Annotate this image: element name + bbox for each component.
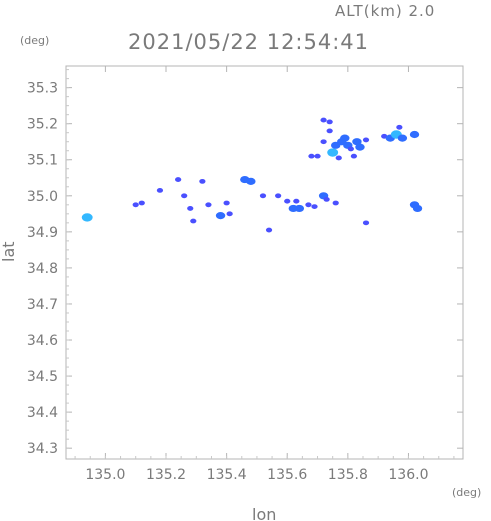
echo-point <box>181 193 188 199</box>
echo-point <box>187 206 194 211</box>
echo-point <box>332 200 339 206</box>
y-axis-label: lat <box>0 241 18 262</box>
echo-point <box>409 130 420 139</box>
echo-point <box>347 146 354 152</box>
echo-point <box>190 218 197 224</box>
echo-point <box>352 138 362 146</box>
x-tick-label: 135.4 <box>207 467 247 483</box>
echo-point <box>335 155 342 161</box>
echo-point <box>156 187 164 193</box>
echo-point <box>350 153 358 159</box>
echo-point <box>308 153 315 159</box>
echo-point <box>259 193 267 199</box>
echo-point <box>323 197 330 202</box>
x-ticks: 135.0 135.2 135.4 135.6 135.8 136.0 <box>74 66 455 483</box>
echo-point <box>293 198 300 204</box>
echo-point <box>396 124 403 130</box>
echo-point <box>320 117 327 123</box>
echo-point <box>412 204 423 213</box>
echo-point <box>175 177 182 182</box>
y-tick-label: 34.4 <box>27 405 58 421</box>
echo-point <box>284 198 291 204</box>
echo-point <box>397 134 408 142</box>
plot-frame <box>65 65 464 460</box>
echo-point <box>294 204 305 213</box>
echo-point <box>311 204 318 210</box>
echo-point <box>138 200 145 206</box>
x-axis-label: lon <box>252 505 276 521</box>
echo-point <box>327 148 339 157</box>
echo-point <box>215 212 226 220</box>
echo-point <box>362 137 370 143</box>
y-tick-label: 34.6 <box>27 333 58 349</box>
echo-point <box>326 119 333 125</box>
x-unit-label: (deg) <box>452 486 481 499</box>
x-tick-label: 135.2 <box>146 467 186 483</box>
echo-point <box>246 177 256 185</box>
x-tick-label: 135.6 <box>267 467 307 483</box>
echo-point <box>205 202 212 208</box>
echo-point <box>305 202 312 208</box>
echo-point <box>223 200 230 206</box>
echo-point <box>326 128 333 134</box>
echo-point <box>355 143 365 151</box>
echo-layer <box>81 117 423 233</box>
echo-point <box>265 227 273 233</box>
y-tick-label: 34.7 <box>27 297 58 313</box>
echo-point <box>199 178 206 184</box>
y-tick-label: 34.3 <box>27 441 58 457</box>
echo-point <box>226 211 233 217</box>
echo-point <box>362 220 370 226</box>
x-tick-label: 135.0 <box>85 467 125 483</box>
y-tick-label: 35.1 <box>27 153 58 169</box>
y-tick-label: 34.8 <box>27 261 58 277</box>
echo-point <box>132 202 139 208</box>
y-ticks: 34.3 34.4 34.5 34.6 34.7 34.8 34.9 35.0 35.1 35.2… <box>27 69 463 457</box>
y-tick-label: 35.2 <box>27 117 58 133</box>
chart-title: 2021/05/22 12:54:41 <box>128 30 369 54</box>
echo-point <box>81 213 93 222</box>
echo-point <box>275 193 282 199</box>
x-tick-label: 135.8 <box>328 467 368 483</box>
echo-point <box>314 153 321 159</box>
y-tick-label: 34.5 <box>27 369 58 385</box>
y-unit-label: (deg) <box>20 34 49 47</box>
y-tick-label: 34.9 <box>27 225 58 241</box>
y-tick-label: 35.0 <box>27 189 58 205</box>
y-tick-label: 35.3 <box>27 81 58 97</box>
x-tick-label: 136.0 <box>388 467 428 483</box>
altitude-label: ALT(km) 2.0 <box>335 2 435 20</box>
echo-point <box>340 134 350 142</box>
echo-point <box>320 139 327 145</box>
